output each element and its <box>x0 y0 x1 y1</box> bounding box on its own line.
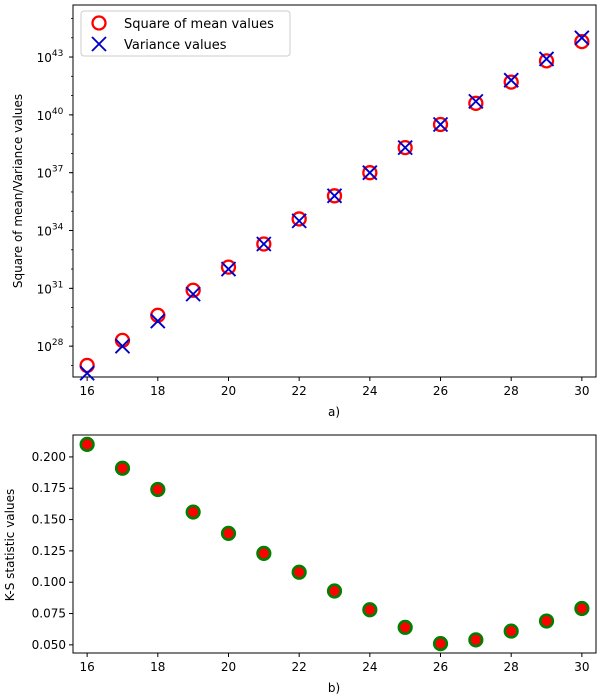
panel-b-x-tick-label: 24 <box>362 660 377 674</box>
square-of-mean-point <box>538 53 555 69</box>
panel-b: 16 18 20 22 24 26 28 30 0.050 0.075 0.100 0.125 0.1… <box>3 434 597 695</box>
panel-a-x-ticks: 16 18 20 22 24 26 28 30 <box>79 377 590 398</box>
panel-b-x-tick-label: 20 <box>221 660 236 674</box>
square-of-mean-point <box>220 259 237 275</box>
ks-statistic-point <box>468 632 484 648</box>
variance-point <box>114 338 131 354</box>
ks-statistic-point <box>432 636 449 652</box>
variance-point <box>79 365 95 381</box>
panel-b-x-tick-label: 26 <box>433 660 448 674</box>
panel-b-x-tick-label: 28 <box>504 660 519 674</box>
ks-statistic-point <box>538 613 555 629</box>
variance-point <box>256 236 272 252</box>
variance-point <box>503 72 519 88</box>
panel-a-x-tick-label: 28 <box>504 384 519 398</box>
variance-point <box>574 30 590 46</box>
ks-statistic-point <box>397 619 413 635</box>
square-of-mean-point <box>574 33 590 50</box>
panel-b-y-tick-label: 0.150 <box>32 513 66 527</box>
square-of-mean-point <box>397 139 413 156</box>
variance-point <box>291 213 307 229</box>
panel-a-y-tick-label: 1028 <box>37 338 64 354</box>
variance-point <box>185 286 201 302</box>
square-of-mean-point <box>256 236 272 252</box>
panel-a-x-tick-label: 22 <box>292 384 307 398</box>
panel-b-y-tick-label: 0.125 <box>32 544 66 558</box>
legend-label-variance: Variance values <box>124 38 227 53</box>
panel-a-x-tick-label: 16 <box>79 384 94 398</box>
panel-b-x-tick-label: 18 <box>150 660 165 674</box>
panel-a-caption: a) <box>328 405 340 419</box>
panel-b-caption: b) <box>328 681 340 695</box>
panel-a-x-tick-label: 24 <box>362 384 377 398</box>
ks-statistic-point <box>256 545 272 561</box>
square-of-mean-point <box>326 188 343 204</box>
panel-a-ylabel: Square of mean/Variance values <box>11 94 25 288</box>
legend-box <box>80 10 291 57</box>
ks-statistic-point <box>291 564 307 580</box>
panel-a-y-tick-label: 1031 <box>37 280 64 296</box>
panel-b-ylabel: K-S statistic values <box>3 489 17 601</box>
variance-point <box>220 261 237 277</box>
ks-statistic-point <box>220 525 237 541</box>
panel-a-y-tick-label: 1034 <box>37 223 64 239</box>
legend-label-square-of-mean: Square of mean values <box>124 17 274 32</box>
legend: Square of mean values Variance values <box>80 10 291 57</box>
square-of-mean-point <box>432 116 449 133</box>
panel-b-y-tick-label: 0.200 <box>32 450 66 464</box>
legend-marker-square-of-mean <box>91 15 107 31</box>
ks-statistic-point <box>150 481 166 498</box>
variance-point <box>362 165 378 181</box>
panel-a-x-tick-label: 18 <box>150 384 165 398</box>
panel-b-y-ticks: 0.050 0.075 0.100 0.125 0.150 0.175 0.200 <box>32 450 73 652</box>
legend-marker-variance <box>91 36 107 52</box>
panel-b-y-tick-label: 0.050 <box>32 638 66 652</box>
panel-a-y-tick-label: 1037 <box>37 165 64 181</box>
square-of-mean-point <box>503 74 519 90</box>
panel-b-x-tick-label: 30 <box>574 660 589 674</box>
panel-a-marks <box>79 30 590 381</box>
variance-point <box>468 93 484 110</box>
variance-point <box>326 188 343 204</box>
ks-statistic-point <box>326 583 343 599</box>
ks-statistic-point <box>574 600 590 617</box>
variance-point <box>432 116 449 133</box>
square-of-mean-point <box>291 211 307 227</box>
panel-a-y-tick-label: 1040 <box>37 107 64 123</box>
panel-b-plot-area <box>72 434 597 654</box>
ks-statistic-point <box>503 623 519 639</box>
panel-b-y-tick-label: 0.100 <box>32 575 66 589</box>
panel-b-y-tick-label: 0.075 <box>32 607 66 621</box>
ks-statistic-point <box>114 460 131 476</box>
ks-statistic-point <box>185 504 201 520</box>
variance-point <box>150 313 166 329</box>
panel-b-y-tick-label: 0.175 <box>32 481 66 495</box>
square-of-mean-point <box>468 95 484 111</box>
panel-b-x-tick-label: 16 <box>79 660 94 674</box>
panel-b-marks <box>79 436 590 652</box>
square-of-mean-point <box>185 282 201 298</box>
panel-a-y-ticks: 1028 1031 1034 1037 1040 1043 <box>37 18 73 366</box>
panel-a-y-tick-label: 1043 <box>37 49 64 65</box>
panel-a-x-tick-label: 20 <box>221 384 236 398</box>
square-of-mean-point <box>362 165 378 181</box>
panel-a-x-tick-label: 30 <box>574 384 589 398</box>
variance-point <box>538 51 555 67</box>
panel-b-x-tick-label: 22 <box>292 660 307 674</box>
ks-statistic-point <box>79 436 95 452</box>
ks-statistic-point <box>362 602 378 618</box>
panel-b-x-ticks: 16 18 20 22 24 26 28 30 <box>79 653 590 674</box>
panel-a-plot-area <box>72 4 597 378</box>
variance-point <box>397 139 413 156</box>
panel-a: 16 18 20 22 24 26 28 30 1028 1031 1034 1037 1040 104… <box>11 4 597 419</box>
panel-a-x-tick-label: 26 <box>433 384 448 398</box>
